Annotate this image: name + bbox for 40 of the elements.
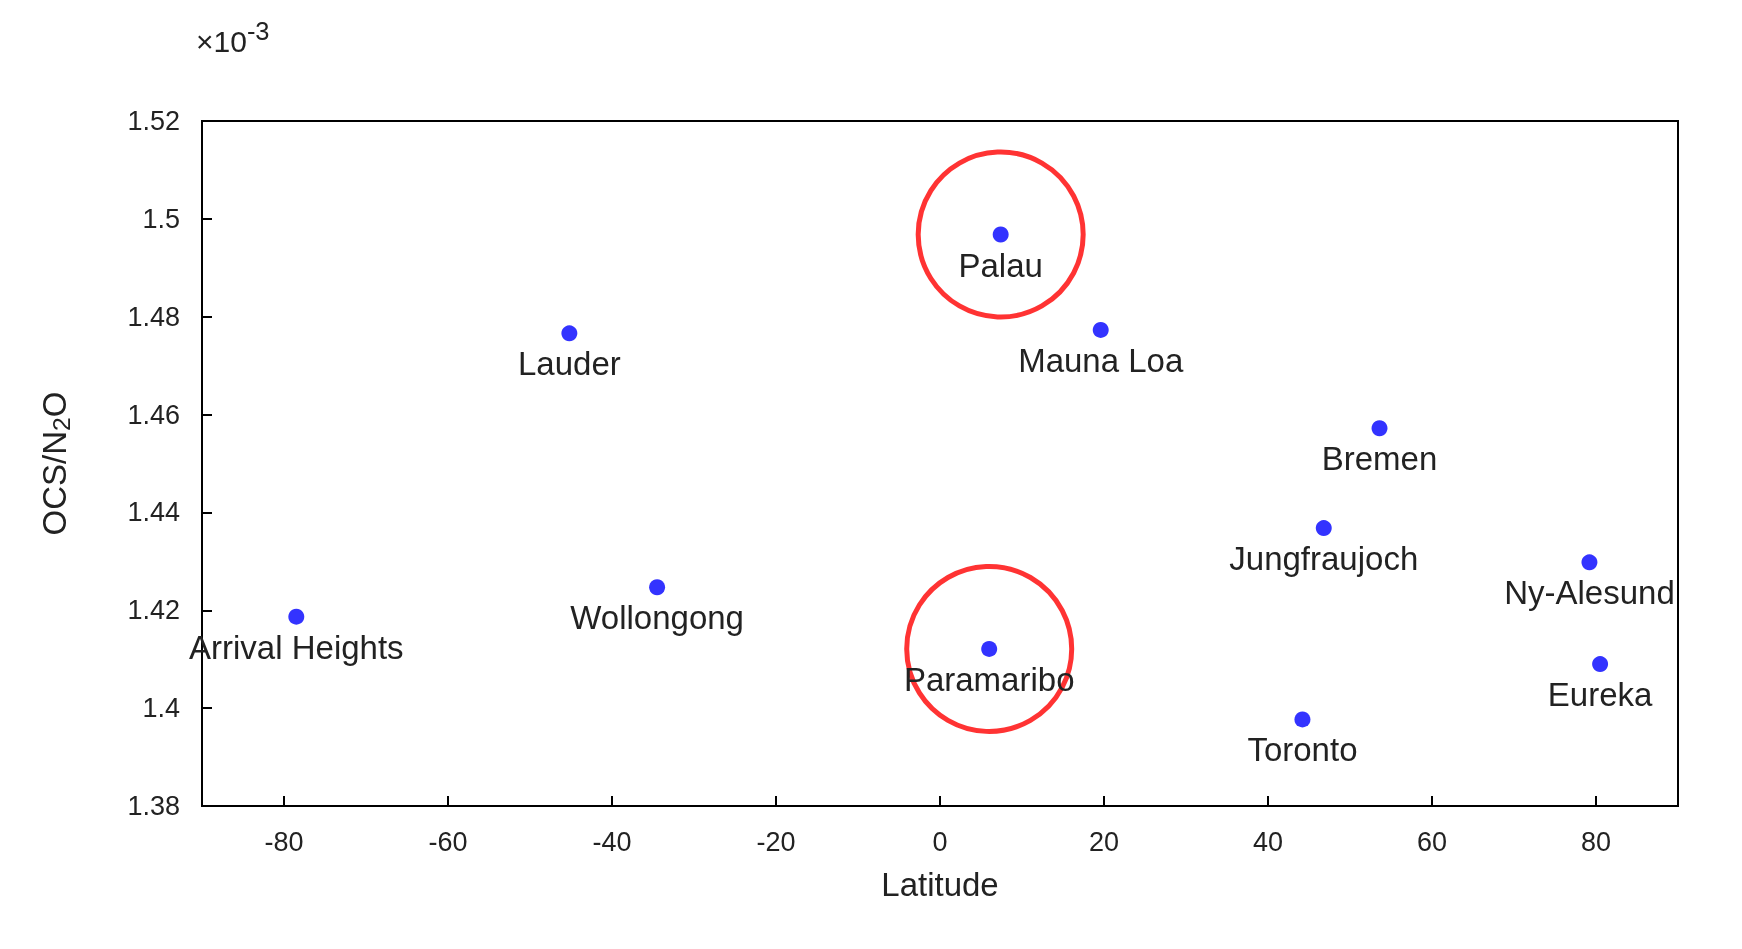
x-axis-title: Latitude <box>881 866 999 903</box>
annotation: Wollongong <box>570 599 744 637</box>
point <box>1315 520 1332 537</box>
annotation: Ny-Alesund <box>1504 574 1675 612</box>
point <box>1294 711 1311 728</box>
x-tick-label: 40 <box>1252 826 1284 857</box>
annotation: Palau <box>958 246 1043 284</box>
annotation: Lauder <box>517 345 621 383</box>
point <box>561 325 578 342</box>
x-tick-label: 60 <box>1416 826 1448 857</box>
y-axis-title: OCS/N2O <box>36 391 75 536</box>
annotation: Bremen <box>1321 440 1438 478</box>
y-tick-label: 1.48 <box>127 301 180 332</box>
x-tick-label: -40 <box>592 826 632 857</box>
x-tick-label: -20 <box>756 826 796 857</box>
annotation: Jungfraujoch <box>1229 540 1419 578</box>
point <box>288 608 305 625</box>
point <box>1092 321 1109 338</box>
annotation: Eureka <box>1547 676 1654 714</box>
point <box>1581 554 1598 571</box>
x-tick-label: 80 <box>1580 826 1612 857</box>
annotation: Mauna Loa <box>1018 341 1184 379</box>
point <box>981 640 998 657</box>
point <box>992 226 1009 243</box>
point <box>1592 656 1609 673</box>
y-tick-label: 1.52 <box>127 106 180 136</box>
x-tick-label: 0 <box>932 826 948 857</box>
y-tick-label: 1.5 <box>142 203 180 234</box>
y-tick-label: 1.44 <box>127 497 180 528</box>
y-tick-label: 1.46 <box>127 399 180 430</box>
x-tick-label: 20 <box>1088 826 1120 857</box>
point <box>915 149 1086 320</box>
x-tick-label: -60 <box>428 826 468 857</box>
y-tick-label: 1.42 <box>127 595 180 626</box>
point <box>649 579 666 596</box>
annotation: Toronto <box>1247 731 1358 769</box>
x-tick-label: -80 <box>264 826 304 857</box>
y-tick-label: 1.4 <box>142 693 180 724</box>
y-tick-label: 1.38 <box>127 791 180 821</box>
point <box>1371 420 1388 437</box>
